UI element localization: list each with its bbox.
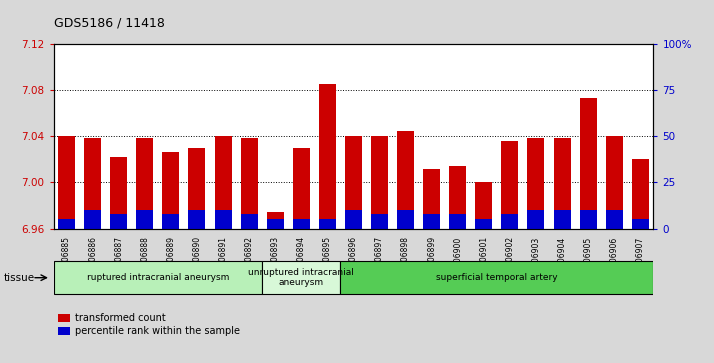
Bar xyxy=(553,210,570,229)
Bar xyxy=(476,182,492,229)
Bar xyxy=(345,210,362,229)
Bar xyxy=(188,148,206,229)
Bar xyxy=(605,210,623,229)
Bar xyxy=(188,210,206,229)
FancyBboxPatch shape xyxy=(341,261,653,294)
Legend: transformed count, percentile rank within the sample: transformed count, percentile rank withi… xyxy=(59,313,240,337)
Bar xyxy=(423,168,440,229)
Bar xyxy=(136,138,154,229)
Text: GDS5186 / 11418: GDS5186 / 11418 xyxy=(54,16,164,29)
FancyBboxPatch shape xyxy=(54,261,262,294)
Bar xyxy=(267,212,283,229)
Bar xyxy=(293,219,310,229)
Bar xyxy=(371,214,388,229)
Bar xyxy=(215,210,231,229)
Bar xyxy=(476,219,492,229)
Text: ruptured intracranial aneurysm: ruptured intracranial aneurysm xyxy=(86,273,229,282)
Bar xyxy=(371,136,388,229)
Bar xyxy=(162,152,179,229)
Bar xyxy=(449,214,466,229)
Bar xyxy=(293,148,310,229)
Bar xyxy=(215,136,231,229)
Bar xyxy=(345,136,362,229)
Bar xyxy=(632,159,649,229)
Bar xyxy=(58,136,75,229)
Bar xyxy=(423,214,440,229)
Bar xyxy=(528,210,545,229)
Bar xyxy=(110,157,127,229)
Bar xyxy=(241,214,258,229)
Bar xyxy=(449,166,466,229)
Bar xyxy=(580,98,597,229)
Bar xyxy=(319,84,336,229)
Bar xyxy=(397,210,414,229)
Text: tissue: tissue xyxy=(4,273,35,283)
Bar xyxy=(319,219,336,229)
Bar xyxy=(528,138,545,229)
Bar xyxy=(501,214,518,229)
Bar xyxy=(84,138,101,229)
Bar xyxy=(553,138,570,229)
Bar xyxy=(397,131,414,229)
FancyBboxPatch shape xyxy=(262,261,341,294)
Bar xyxy=(632,219,649,229)
Bar xyxy=(136,210,154,229)
Bar xyxy=(58,219,75,229)
Bar xyxy=(267,219,283,229)
Bar xyxy=(110,214,127,229)
Bar xyxy=(84,210,101,229)
Bar xyxy=(501,141,518,229)
Bar xyxy=(580,210,597,229)
Bar xyxy=(241,138,258,229)
Bar xyxy=(605,136,623,229)
Bar xyxy=(162,214,179,229)
Text: superficial temporal artery: superficial temporal artery xyxy=(436,273,558,282)
Text: unruptured intracranial
aneurysm: unruptured intracranial aneurysm xyxy=(248,268,354,287)
